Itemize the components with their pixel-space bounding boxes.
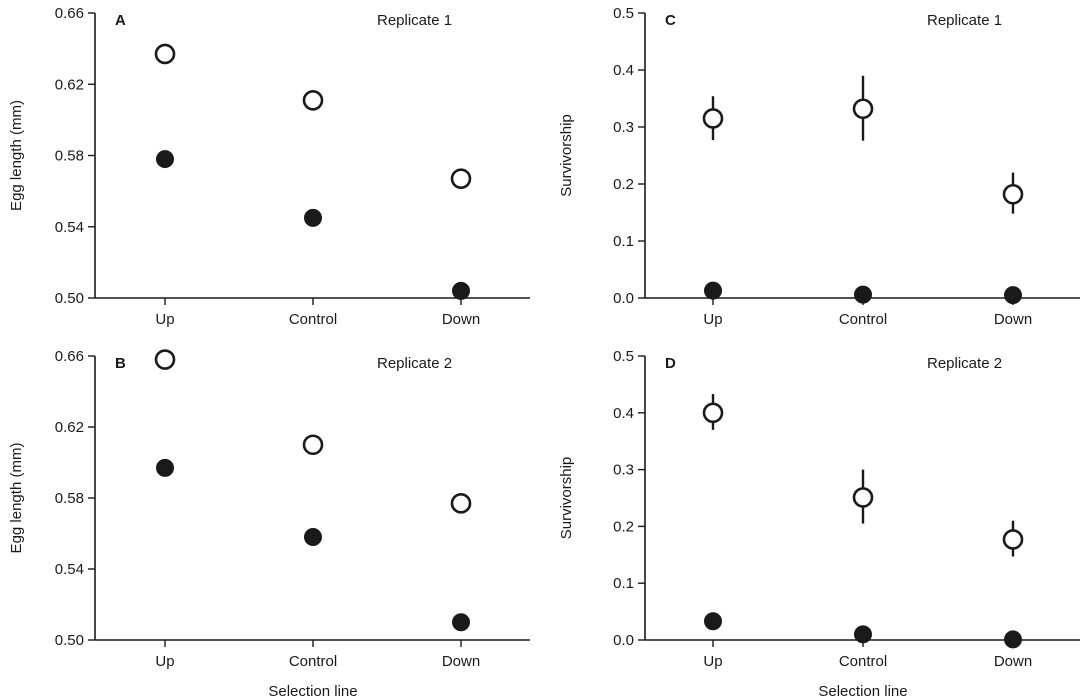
panel-c-replicate-label: Replicate 1 bbox=[927, 12, 1002, 29]
panel-c-x-tick-label: Control bbox=[839, 311, 887, 328]
panel-b-open-point bbox=[154, 349, 176, 370]
panel-d-filled-point bbox=[1004, 630, 1022, 649]
panels: 0.50 0.54 0.58 0.62 0.66 Up Control Down Egg len… bbox=[8, 5, 1080, 670]
panel-b-y-tick-label: 0.62 bbox=[55, 419, 84, 436]
panel-d: 0.0 0.1 0.2 0.3 0.4 0.5 Up Control Down Survivors… bbox=[558, 348, 1080, 670]
panel-c-y-axis-title: Survivorship bbox=[558, 114, 575, 197]
panel-b-x-tick-label: Down bbox=[442, 653, 480, 670]
panel-b-open-point bbox=[450, 493, 472, 514]
panel-d-y-tick-label: 0.1 bbox=[613, 575, 634, 592]
panel-a-x-tick-label: Down bbox=[442, 311, 480, 328]
panel-b-y-tick-label: 0.58 bbox=[55, 490, 84, 507]
panel-c-x-tick-label: Down bbox=[994, 311, 1032, 328]
panel-b-x-tick-label: Control bbox=[289, 653, 337, 670]
panel-d-y-tick-label: 0.0 bbox=[613, 632, 634, 649]
panel-c-open-point bbox=[702, 108, 724, 129]
panel-b-y-axis-title: Egg length (mm) bbox=[8, 443, 25, 554]
panel-a-open-point bbox=[302, 89, 324, 111]
panel-c-filled-point bbox=[704, 281, 722, 300]
panel-c-y-tick-label: 0.1 bbox=[613, 233, 634, 250]
panel-a-y-tick-label: 0.50 bbox=[55, 290, 84, 307]
panel-d-x-tick-label: Control bbox=[839, 653, 887, 670]
panel-d-y-tick-label: 0.5 bbox=[613, 348, 634, 365]
panel-a-y-tick-label: 0.58 bbox=[55, 148, 84, 165]
x-axis-title-right: Selection line bbox=[818, 683, 907, 700]
panel-c-y-tick-label: 0.5 bbox=[613, 5, 634, 22]
panel-a-x-tick-label: Control bbox=[289, 311, 337, 328]
panel-b-x-tick-label: Up bbox=[155, 653, 174, 670]
panel-c-y-tick-label: 0.4 bbox=[613, 62, 634, 79]
panel-a-open-point bbox=[450, 168, 472, 189]
panel-a-x-tick-label: Up bbox=[155, 311, 174, 328]
panel-c: 0.0 0.1 0.2 0.3 0.4 0.5 Up Control Down Survivors… bbox=[558, 5, 1080, 328]
panel-a-filled-point bbox=[156, 150, 174, 169]
panel-b-open-point bbox=[302, 434, 324, 456]
panel-a-replicate-label: Replicate 1 bbox=[377, 12, 452, 29]
panel-a-filled-point bbox=[304, 208, 322, 227]
panel-b-y-tick-label: 0.54 bbox=[55, 561, 84, 578]
panel-b-filled-point bbox=[304, 528, 322, 547]
panel-d-filled-point bbox=[854, 625, 872, 644]
panel-c-y-tick-label: 0.2 bbox=[613, 176, 634, 193]
panel-c-letter: C bbox=[665, 12, 676, 29]
panel-d-y-tick-label: 0.4 bbox=[613, 405, 634, 422]
panel-b-y-tick-label: 0.66 bbox=[55, 348, 84, 365]
panel-b-letter: B bbox=[115, 355, 126, 372]
panel-a-y-tick-label: 0.62 bbox=[55, 76, 84, 93]
panel-d-open-point bbox=[852, 487, 874, 508]
panel-d-filled-point bbox=[704, 612, 722, 631]
panel-c-open-point bbox=[1002, 183, 1024, 205]
panel-d-replicate-label: Replicate 2 bbox=[927, 355, 1002, 372]
panel-d-open-point bbox=[702, 402, 724, 424]
panel-b-replicate-label: Replicate 2 bbox=[377, 355, 452, 372]
panel-c-filled-point bbox=[854, 285, 872, 304]
panel-a-y-axis-title: Egg length (mm) bbox=[8, 100, 25, 211]
panel-a: 0.50 0.54 0.58 0.62 0.66 Up Control Down Egg len… bbox=[8, 5, 530, 328]
panel-b-filled-point bbox=[452, 613, 470, 632]
panel-a-y-tick-label: 0.54 bbox=[55, 219, 84, 236]
panel-d-letter: D bbox=[665, 355, 676, 372]
panel-d-y-tick-label: 0.3 bbox=[613, 462, 634, 479]
panel-d-open-point bbox=[1002, 529, 1024, 550]
panel-b-y-tick-label: 0.50 bbox=[55, 632, 84, 649]
panel-c-filled-point bbox=[1004, 286, 1022, 305]
panel-b: 0.50 0.54 0.58 0.62 0.66 Up Control Down Egg len… bbox=[8, 348, 530, 670]
panel-d-x-tick-label: Down bbox=[994, 653, 1032, 670]
panel-a-open-point bbox=[154, 43, 176, 65]
panel-c-x-tick-label: Up bbox=[703, 311, 722, 328]
panel-a-y-tick-label: 0.66 bbox=[55, 5, 84, 22]
x-axis-title-left: Selection line bbox=[268, 683, 357, 700]
panel-d-y-tick-label: 0.2 bbox=[613, 518, 634, 535]
panel-b-filled-point bbox=[156, 458, 174, 477]
panel-c-y-tick-label: 0.3 bbox=[613, 119, 634, 136]
panel-d-x-tick-label: Up bbox=[703, 653, 722, 670]
panel-a-letter: A bbox=[115, 12, 126, 29]
panel-c-y-tick-label: 0.0 bbox=[613, 290, 634, 307]
panel-d-y-axis-title: Survivorship bbox=[558, 457, 575, 540]
panel-a-filled-point bbox=[452, 281, 470, 300]
panel-c-open-point bbox=[852, 98, 874, 120]
